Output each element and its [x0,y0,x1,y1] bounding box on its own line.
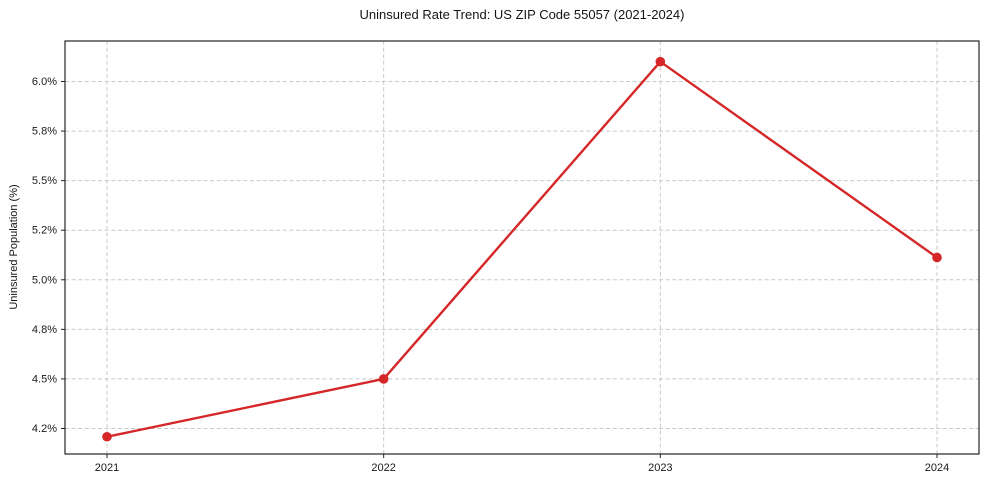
y-tick-label: 4.5% [32,373,57,385]
y-tick-label: 4.2% [32,423,57,435]
plot-frame [64,40,980,455]
data-point-2021 [102,431,112,442]
data-point-2022 [378,374,389,384]
data-point-2023 [655,56,666,67]
y-tick-label: 5.2% [32,225,57,237]
x-tick-label: 2022 [371,462,395,474]
x-tick-label: 2021 [95,462,119,474]
data-point-2024 [932,252,942,263]
trend-line [105,60,939,438]
x-tick-label: 2023 [648,462,672,474]
y-tick-label: 4.8% [32,324,57,336]
y-tick-label: 5.5% [32,175,57,187]
chart-title: Uninsured Rate Trend: US ZIP Code 55057 … [359,7,685,22]
y-tick-label: 6.0% [32,76,57,88]
y-tick-label: 5.0% [32,274,57,286]
x-tick-label: 2024 [925,462,949,474]
y-tick-label: 5.8% [32,126,57,138]
